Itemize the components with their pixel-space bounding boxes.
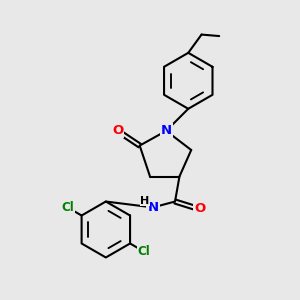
Text: Cl: Cl	[61, 201, 74, 214]
Text: N: N	[147, 201, 158, 214]
Text: H: H	[140, 196, 149, 206]
Text: O: O	[194, 202, 206, 215]
Text: O: O	[112, 124, 123, 137]
Text: N: N	[160, 124, 172, 137]
Text: Cl: Cl	[138, 245, 151, 258]
